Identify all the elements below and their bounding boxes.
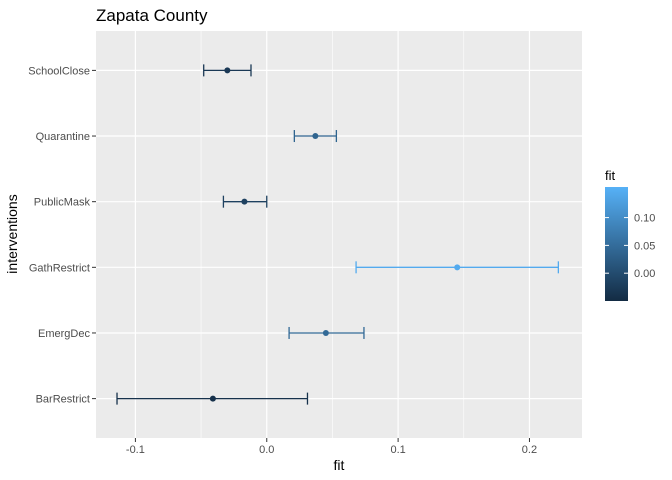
data-point xyxy=(454,264,461,271)
x-tick-label: 0.2 xyxy=(522,444,537,456)
error-bar-gathrestrict xyxy=(355,261,560,274)
error-bar-barrestrict xyxy=(116,392,309,405)
error-bar-publicmask xyxy=(222,195,268,208)
legend: fit 0.00 0.05 0.10 xyxy=(605,168,655,301)
data-point xyxy=(224,67,231,74)
x-axis-ticks: -0.1 0.0 0.1 0.2 xyxy=(126,438,537,456)
legend-ticks: 0.00 0.05 0.10 xyxy=(605,213,655,280)
plot-panel xyxy=(96,31,582,438)
legend-tick-label: 0.00 xyxy=(634,268,655,280)
series-points xyxy=(116,64,560,405)
x-tick-label: 0.1 xyxy=(390,444,405,456)
x-tick-label: 0.0 xyxy=(259,444,274,456)
grid-lines xyxy=(96,31,582,438)
y-tick-label: Quarantine xyxy=(36,131,90,143)
legend-tick-label: 0.05 xyxy=(634,240,655,252)
x-axis-title: fit xyxy=(334,457,345,473)
y-tick-label: PublicMask xyxy=(34,197,91,209)
data-point xyxy=(322,329,329,336)
x-tick-label: -0.1 xyxy=(126,444,145,456)
y-tick-label: EmergDec xyxy=(38,328,90,340)
y-tick-label: BarRestrict xyxy=(36,394,90,406)
y-axis-ticks: SchoolClose Quarantine PublicMask GathRestr… xyxy=(28,65,96,406)
error-bar-quarantine xyxy=(293,130,338,143)
legend-title: fit xyxy=(605,168,616,183)
error-bar-emergdec xyxy=(288,326,365,339)
legend-colorbar xyxy=(605,187,628,301)
y-axis-title: interventions xyxy=(4,194,20,273)
chart-title: Zapata County xyxy=(96,6,208,25)
data-point xyxy=(241,198,248,205)
y-tick-label: SchoolClose xyxy=(28,65,90,77)
error-bar-schoolclose xyxy=(203,64,252,77)
y-tick-label: GathRestrict xyxy=(29,262,90,274)
data-point xyxy=(312,133,319,140)
legend-tick-label: 0.10 xyxy=(634,213,655,225)
data-point xyxy=(209,395,216,402)
